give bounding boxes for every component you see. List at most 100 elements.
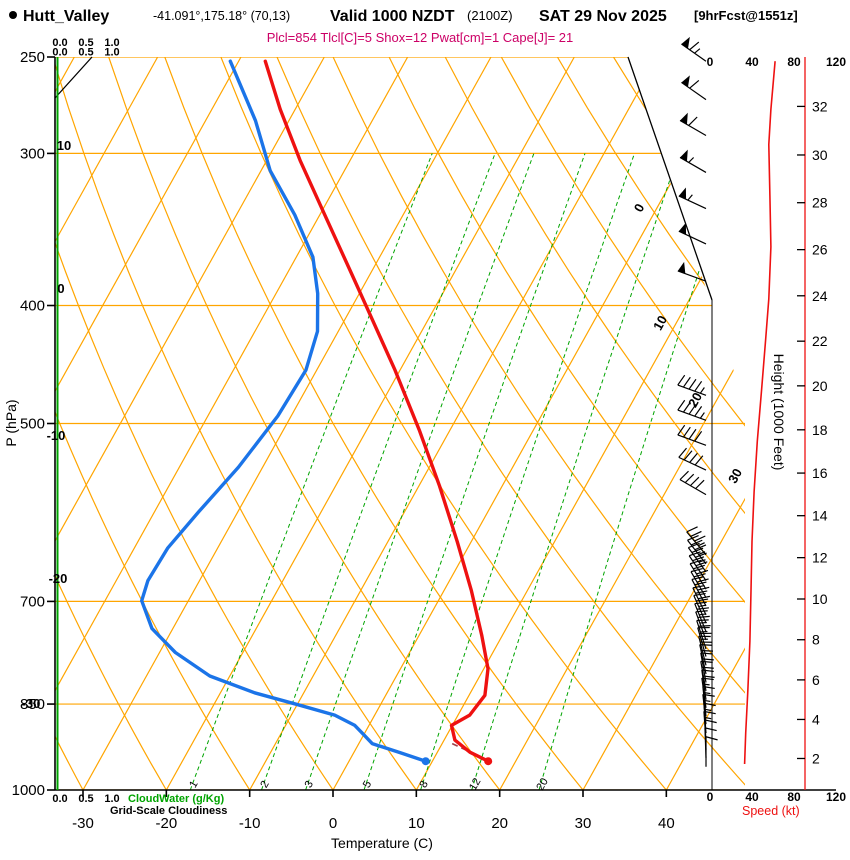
wind-barb-feather <box>694 581 707 586</box>
height-tick-label: 20 <box>812 378 828 394</box>
wind-barb-half-feather <box>699 621 707 624</box>
wind-barb <box>679 149 707 173</box>
station-coords: -41.091°,175.18° (70,13) <box>153 9 290 23</box>
wind-barb-staff <box>678 195 707 210</box>
mixing-ratio-line <box>538 153 738 790</box>
wind-barb-feather <box>690 539 703 546</box>
mixing-ratio-line <box>471 153 680 790</box>
wind-barb-half-feather <box>703 691 711 695</box>
wind-barb-feather <box>693 592 706 597</box>
wind-barb-feather <box>695 561 708 567</box>
wind-barb-feather <box>696 569 709 575</box>
wind-barb-staff <box>677 434 707 446</box>
mixing-ratio-label: 8 <box>417 779 430 790</box>
isotherm-line <box>55 57 159 790</box>
height-tick-label: 10 <box>812 591 828 607</box>
wind-barb-staff <box>679 119 707 136</box>
wind-barb-feather <box>690 530 702 538</box>
wind-barb-feather <box>688 403 697 415</box>
wind-barb <box>687 534 707 565</box>
height-tick-label: 14 <box>812 508 828 524</box>
cloudiness-scale-label: 0.5 <box>78 47 93 59</box>
wind-barb <box>681 36 707 62</box>
dry-adiabat-line <box>108 57 501 790</box>
mixing-ratio-label: 1 <box>187 779 200 790</box>
wind-barb-feather <box>701 658 714 661</box>
wind-barb-feather <box>688 542 700 549</box>
wind-barb-feather <box>694 380 703 392</box>
pressure-tick-label: 300 <box>20 145 45 162</box>
wind-barb-feather <box>682 426 691 438</box>
isotherm-label-left: 10 <box>57 138 71 153</box>
wind-barb-pennant <box>678 222 687 235</box>
indices-line: Plcl=854 Tlcl[C]=5 Shox=12 Pwat[cm]=1 Ca… <box>267 30 574 45</box>
wind-barb-staff <box>679 156 707 173</box>
wind-barb <box>692 584 711 616</box>
temperature-axis-title: Temperature (C) <box>331 835 433 851</box>
wind-barb-half-feather <box>698 542 705 547</box>
dewpoint-trace <box>139 59 428 763</box>
mixing-ratio-label: 20 <box>534 776 551 793</box>
wind-barb-feather <box>705 736 718 741</box>
wind-barb-staff <box>689 563 707 590</box>
wind-barb-feather <box>701 666 714 669</box>
wind-barb-feather <box>701 669 714 673</box>
pressure-tick-label: 1000 <box>12 782 45 799</box>
cloudiness-scale-label: 1.0 <box>104 47 119 59</box>
wind-barb-layer <box>677 36 718 767</box>
wind-barb-feather <box>677 424 686 436</box>
cloudwater-scale-label: 1.0 <box>104 37 119 49</box>
wind-barb <box>679 470 707 496</box>
wind-barb-staff <box>677 409 707 421</box>
wind-barb-staff <box>681 81 707 101</box>
wind-barb-feather <box>692 584 705 589</box>
isotherm-line <box>55 57 409 790</box>
wind-barb-feather <box>703 710 716 715</box>
wind-barb <box>687 542 707 573</box>
mixing-ratio-label: 5 <box>361 779 374 790</box>
wind-barb-pennant <box>677 261 686 274</box>
temperature-tick-label: 0 <box>329 815 337 832</box>
wind-barb-feather <box>694 544 707 551</box>
isotherm-line <box>665 57 745 790</box>
wind-barb-feather <box>677 399 686 411</box>
speed-tick-label-top: 80 <box>787 55 801 69</box>
station-name: Hutt_Valley <box>23 8 109 25</box>
speed-tick-label-bottom: 40 <box>745 790 759 804</box>
wind-panel-diagonal-line <box>627 56 713 301</box>
height-tick-label: 26 <box>812 242 828 258</box>
wind-barb-feather <box>682 376 691 388</box>
dry-adiabat-line <box>55 57 251 790</box>
height-tick-label: 4 <box>812 711 820 727</box>
wind-barb-feather <box>702 685 715 689</box>
cloudiness-scale-label: 0.0 <box>52 47 67 59</box>
dry-adiabat-line <box>164 57 584 790</box>
wind-barb <box>705 736 718 767</box>
cloudwater-scale-label: 0.5 <box>78 37 93 49</box>
wind-barb-feather <box>695 610 708 613</box>
wind-barb-feather <box>693 573 706 578</box>
mixing-ratio-line <box>363 153 586 790</box>
wind-barb-feather <box>696 619 709 622</box>
wind-barb-half-feather <box>699 613 707 616</box>
wind-barb-feather <box>689 559 702 565</box>
speed-tick-label-bottom: 80 <box>787 790 801 804</box>
temperature-tick-label: 20 <box>491 815 508 832</box>
wind-barb <box>678 222 707 245</box>
wind-barb-feather <box>704 727 717 732</box>
wind-barb-staff <box>692 587 707 616</box>
pressure-tick-label: 250 <box>20 49 45 66</box>
temperature-tick-label: 30 <box>575 815 592 832</box>
wind-barb-staff <box>690 571 707 598</box>
pressure-tick-label: 850 <box>20 696 45 713</box>
cloud-scale-bottom-label: 0.0 <box>52 793 67 805</box>
height-tick-label: 2 <box>812 750 820 766</box>
wind-barb-feather <box>699 644 712 646</box>
corner-boundary-line <box>54 56 93 99</box>
temperature-tick-label: -10 <box>239 815 261 832</box>
cloud-scale-bottom-label: 0.5 <box>78 793 93 805</box>
mixing-ratio-line <box>261 153 496 790</box>
wind-barb-half-feather <box>699 387 705 394</box>
wind-barb-half-feather <box>688 157 695 163</box>
